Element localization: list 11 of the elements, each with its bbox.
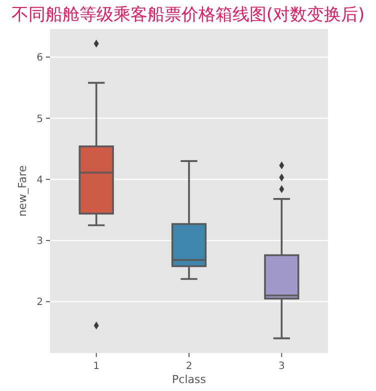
y-tick-label: 3 (36, 236, 43, 248)
chart-title: 不同船舱等级乘客船票价格箱线图(对数变换后) (11, 5, 365, 25)
y-tick-label: 2 (36, 297, 43, 308)
x-tick-label: 1 (93, 361, 100, 372)
y-tick-label: 6 (36, 52, 43, 64)
y-tick-label: 4 (36, 174, 43, 186)
y-tick-label: 5 (36, 114, 43, 125)
y-axis-title: new_Fare (16, 165, 29, 217)
x-tick-label: 3 (278, 361, 285, 372)
x-axis-title: Pclass (172, 373, 206, 386)
x-tick-label: 2 (186, 361, 192, 372)
